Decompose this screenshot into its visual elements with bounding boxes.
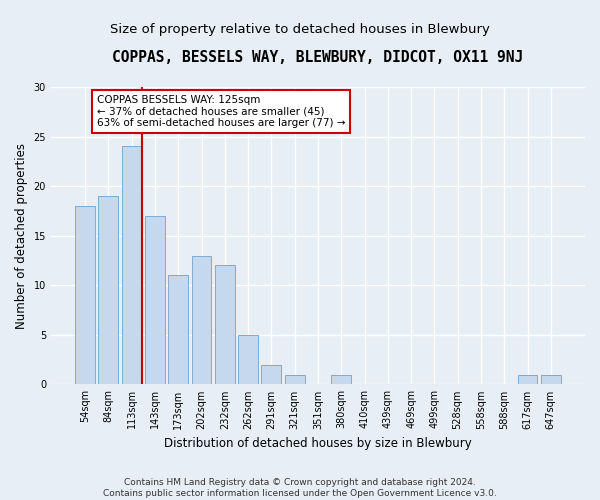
Bar [331,374,351,384]
Bar [191,256,211,384]
Bar [169,276,188,384]
Y-axis label: Number of detached properties: Number of detached properties [15,142,28,328]
Text: Size of property relative to detached houses in Blewbury: Size of property relative to detached ho… [110,22,490,36]
Text: COPPAS BESSELS WAY: 125sqm
← 37% of detached houses are smaller (45)
63% of semi: COPPAS BESSELS WAY: 125sqm ← 37% of deta… [97,95,345,128]
Bar [75,206,95,384]
Bar [98,196,118,384]
Bar [541,374,561,384]
Bar [262,364,281,384]
Bar [215,266,235,384]
Bar [145,216,165,384]
Bar [238,335,258,384]
X-axis label: Distribution of detached houses by size in Blewbury: Distribution of detached houses by size … [164,437,472,450]
Bar [518,374,538,384]
Text: Contains HM Land Registry data © Crown copyright and database right 2024.
Contai: Contains HM Land Registry data © Crown c… [103,478,497,498]
Bar [122,146,142,384]
Title: COPPAS, BESSELS WAY, BLEWBURY, DIDCOT, OX11 9NJ: COPPAS, BESSELS WAY, BLEWBURY, DIDCOT, O… [112,50,524,65]
Bar [285,374,305,384]
